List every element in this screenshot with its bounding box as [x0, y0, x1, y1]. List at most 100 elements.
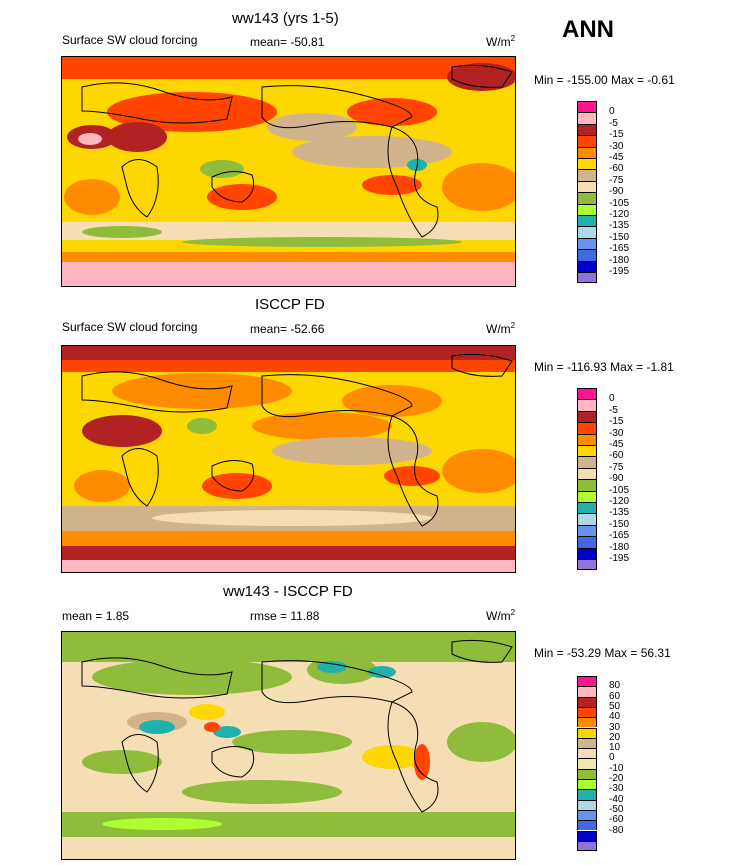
legend-swatch — [577, 203, 597, 215]
legend-swatch — [577, 758, 597, 769]
legend-label: -5 — [609, 404, 618, 416]
legend-swatch — [577, 433, 597, 445]
legend-label: 60 — [609, 690, 621, 702]
legend-swatch — [577, 717, 597, 728]
legend-swatch — [577, 226, 597, 238]
panel2-variable-label: Surface SW cloud forcing — [62, 320, 198, 334]
panel3-legend: 80 60 50 40 30 20 10 0 -10 -20 -30 -40 -50 -60 -80 — [577, 676, 623, 852]
legend-label: 80 — [609, 680, 621, 692]
legend-swatch — [577, 737, 597, 749]
legend-label: -60 — [609, 450, 624, 462]
legend-label: -105 — [609, 197, 630, 209]
legend-swatch — [577, 536, 597, 548]
legend-swatch — [577, 146, 597, 158]
panel3-rmse-label: rmse = 11.88 — [250, 609, 320, 623]
legend-label: -15 — [609, 416, 624, 428]
panel2-minmax: Min = -116.93 Max = -1.81 — [534, 360, 674, 374]
legend-label: 10 — [609, 742, 621, 754]
legend-label: 20 — [609, 731, 621, 743]
legend-label: -45 — [609, 152, 624, 163]
legend-label: -80 — [609, 824, 624, 836]
legend-label: -60 — [609, 163, 624, 175]
legend-swatch — [577, 399, 597, 411]
legend-label: -50 — [609, 803, 624, 815]
legend-label: -135 — [609, 220, 630, 232]
legend-swatch — [577, 237, 597, 250]
legend-label: -195 — [609, 553, 630, 564]
legend-label: -90 — [609, 186, 624, 198]
legend-swatch — [577, 101, 597, 113]
panel3-title: ww143 - ISCCP FD — [223, 583, 353, 600]
legend-label: 30 — [609, 721, 621, 733]
legend-swatch — [577, 467, 597, 480]
legend-label: -20 — [609, 773, 624, 784]
legend-swatch — [577, 249, 597, 261]
legend-label: -135 — [609, 507, 630, 519]
legend-label: -195 — [609, 266, 630, 277]
panel2-map — [61, 345, 516, 573]
legend-swatch — [577, 809, 597, 821]
legend-swatch — [577, 524, 597, 537]
legend-swatch — [577, 820, 597, 831]
legend-label: -75 — [609, 461, 624, 473]
panel1-minmax: Min = -155.00 Max = -0.61 — [534, 73, 675, 87]
legend-swatch — [577, 547, 597, 559]
legend-swatch — [577, 260, 597, 272]
legend-swatch — [577, 706, 597, 718]
legend-label: -60 — [609, 814, 624, 826]
legend-swatch — [577, 840, 597, 852]
panel1-legend: 0 -5 -15 -30 -45 -60 -75 -90 -105 -120 -135 -150 -16… — [577, 101, 629, 284]
legend-swatch — [577, 727, 597, 738]
legend-label: -75 — [609, 174, 624, 186]
legend-label: -180 — [609, 541, 630, 553]
legend-swatch — [577, 272, 597, 284]
legend-swatch — [577, 502, 597, 514]
legend-label: 0 — [609, 106, 615, 118]
legend-label: -15 — [609, 129, 624, 141]
legend-label: 40 — [609, 711, 621, 723]
legend-swatch — [577, 422, 597, 434]
legend-label: -5 — [609, 117, 618, 129]
legend-swatch — [577, 830, 597, 841]
legend-swatch — [577, 559, 597, 571]
panel3-map — [61, 631, 516, 860]
legend-label: -10 — [609, 762, 624, 774]
map1-base — [62, 57, 515, 286]
legend-swatch — [577, 789, 597, 800]
legend-swatch — [577, 445, 597, 457]
legend-swatch — [577, 192, 597, 204]
panel2-units: W/m2 — [486, 321, 516, 336]
legend-label: -180 — [609, 254, 630, 266]
legend-swatch — [577, 123, 597, 136]
legend-swatch — [577, 748, 597, 759]
legend-label: -45 — [609, 439, 624, 450]
panel3-units: W/m2 — [486, 608, 516, 623]
legend-label: -90 — [609, 473, 624, 485]
legend-swatch — [577, 686, 597, 697]
legend-swatch — [577, 490, 597, 502]
legend-swatch — [577, 169, 597, 181]
legend-swatch — [577, 479, 597, 491]
legend-swatch — [577, 388, 597, 400]
panel1-variable-label: Surface SW cloud forcing — [62, 33, 198, 47]
legend-label: -30 — [609, 427, 624, 439]
legend-swatch — [577, 410, 597, 423]
legend-label: -120 — [609, 496, 630, 507]
panel3-minmax: Min = -53.29 Max = 56.31 — [534, 646, 671, 660]
legend-label: -165 — [609, 243, 630, 255]
legend-swatch — [577, 180, 597, 193]
legend-label: -30 — [609, 783, 624, 795]
legend-label: -150 — [609, 518, 630, 530]
legend-label: -150 — [609, 231, 630, 243]
map2-coastlines — [81, 353, 513, 527]
legend-label: 0 — [609, 393, 615, 405]
legend-swatch — [577, 456, 597, 468]
map1-coastlines — [81, 64, 513, 238]
legend-swatch — [577, 779, 597, 790]
panel1-units: W/m2 — [486, 34, 516, 49]
map3-coastlines — [81, 639, 513, 813]
panel2-title: ISCCP FD — [255, 296, 325, 313]
legend-swatch — [577, 799, 597, 810]
legend-swatch — [577, 676, 597, 687]
legend-swatch — [577, 696, 597, 707]
